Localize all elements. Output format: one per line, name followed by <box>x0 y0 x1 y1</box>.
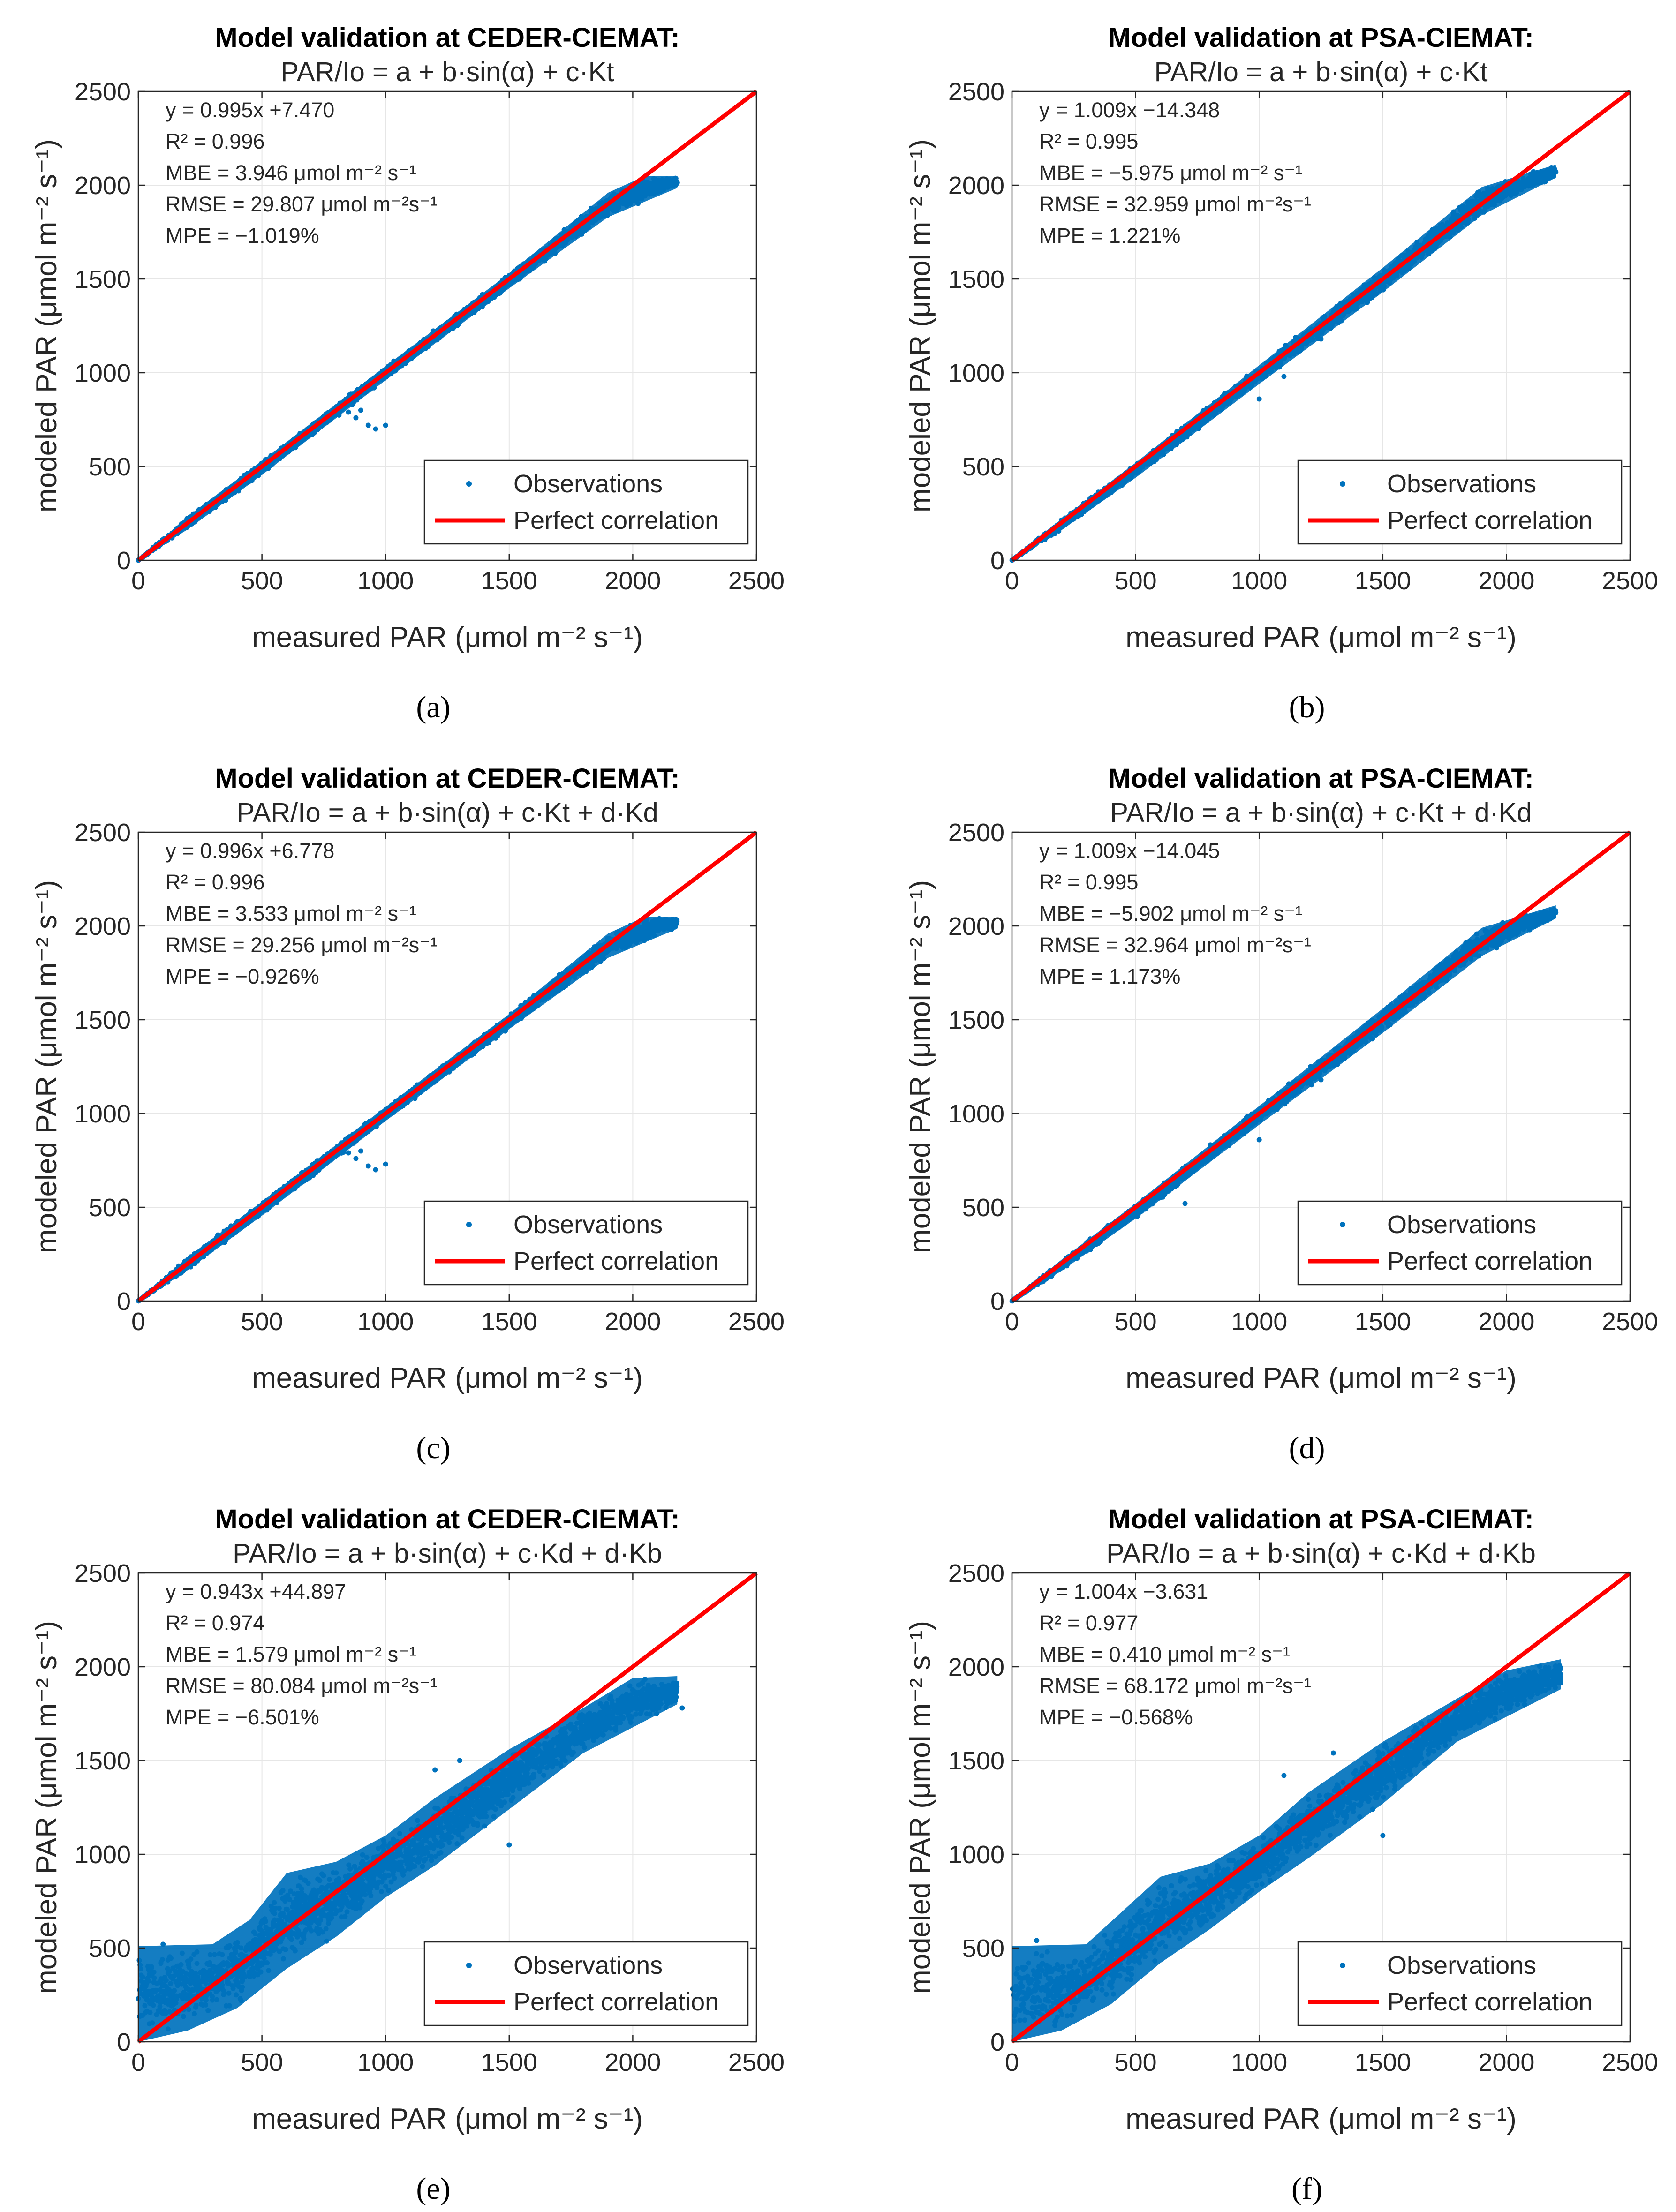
panel-a: Model validation at CEDER-CIEMAT: PAR/Io … <box>30 23 785 724</box>
observation-point <box>358 407 363 413</box>
x-tick-label: 2000 <box>604 567 661 595</box>
panel-caption: (a) <box>416 690 450 724</box>
y-tick-label: 1500 <box>75 265 131 293</box>
legend: Observations Perfect correlation <box>423 459 749 545</box>
x-axis-label: measured PAR (μmol m⁻² s⁻¹) <box>252 621 643 654</box>
x-tick-label: 2500 <box>728 567 785 595</box>
stats-line: RMSE = 29.807 μmol m⁻²s⁻¹ <box>166 192 438 216</box>
stats-line: MBE = 3.946 μmol m⁻² s⁻¹ <box>166 161 416 185</box>
chart-title-line2: PAR/Io = a + b·sin(α) + c·Kt <box>281 57 614 87</box>
observation-point <box>346 409 351 415</box>
y-tick-label: 1000 <box>75 359 131 387</box>
chart-title-line2: PAR/Io = a + b·sin(α) + c·Kt <box>1155 57 1488 87</box>
observation-point <box>365 422 371 428</box>
chart-title-line1: Model validation at PSA-CIEMAT: <box>1108 23 1534 53</box>
y-axis-label: modeled PAR (μmol m⁻² s⁻¹) <box>30 139 63 512</box>
legend-observations-marker <box>466 481 472 487</box>
y-tick-label: 0 <box>117 547 131 575</box>
observation-point <box>373 426 378 432</box>
observation-point <box>353 415 359 421</box>
observation-point <box>383 422 388 428</box>
stats-line: y = 0.995x +7.470 <box>166 98 334 122</box>
stats-line: R² = 0.996 <box>166 129 264 153</box>
x-tick-label: 1000 <box>357 567 414 595</box>
x-tick-label: 0 <box>131 567 145 595</box>
y-tick-label: 2000 <box>75 172 131 200</box>
legend-observations-label: Observations <box>513 470 663 498</box>
y-tick-label: 2500 <box>75 78 131 106</box>
chart-title-line1: Model validation at CEDER-CIEMAT: <box>215 23 679 53</box>
y-tick-label: 500 <box>89 453 131 481</box>
x-tick-label: 1500 <box>481 567 537 595</box>
legend-perfect-label: Perfect correlation <box>513 506 719 534</box>
panel-b: Model validation at PSA-CIEMAT: PAR/Io = … <box>904 23 1658 724</box>
x-tick-label: 500 <box>241 567 283 595</box>
stats-line: MPE = −1.019% <box>166 224 319 248</box>
